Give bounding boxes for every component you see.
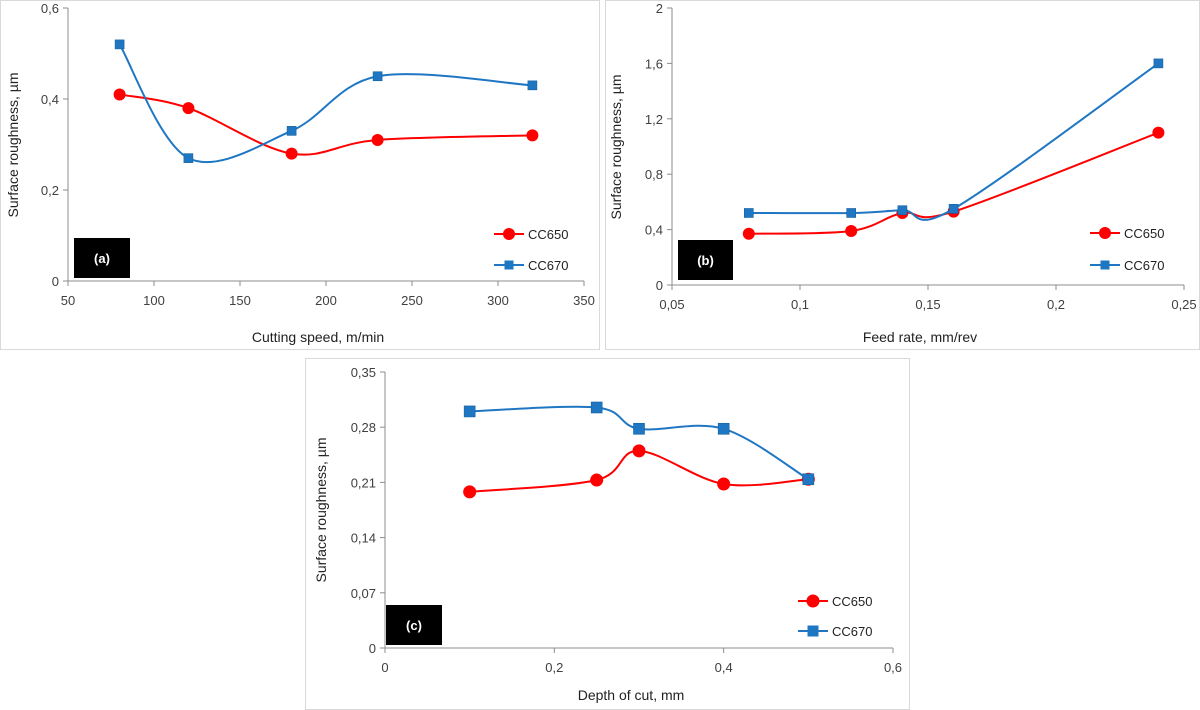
data-point-cc670 [114, 39, 125, 50]
legend-label-cc650: CC650 [1124, 226, 1164, 241]
y-tick-label: 2 [656, 1, 663, 16]
x-tick-label: 0,2 [545, 660, 563, 675]
legend-marker-cc670 [504, 260, 514, 270]
data-point-cc650 [1152, 126, 1165, 139]
x-tick-label: 0,25 [1171, 297, 1196, 312]
panel-tag-label: (c) [406, 618, 422, 633]
y-tick-label: 0,21 [351, 475, 376, 490]
y-tick-label: 0,6 [41, 1, 59, 16]
data-point-cc670 [633, 422, 645, 435]
data-point-cc670 [948, 204, 959, 214]
data-point-cc650 [371, 133, 384, 146]
series-line-cc670 [748, 62, 1159, 221]
x-tick-label: 350 [573, 293, 595, 308]
y-tick-label: 0,28 [351, 420, 376, 435]
data-point-cc670 [802, 473, 815, 486]
data-point-cc670 [1153, 58, 1164, 69]
data-point-cc670 [463, 405, 476, 418]
y-tick-label: 0,14 [351, 531, 376, 546]
y-axis-label: Surface roughness, µm [313, 437, 329, 582]
series-line-cc650 [748, 131, 1159, 235]
data-point-cc650 [632, 444, 646, 458]
y-tick-label: 0,4 [645, 223, 663, 238]
data-point-cc670 [846, 208, 857, 218]
data-point-cc650 [285, 147, 298, 160]
data-point-cc650 [113, 88, 126, 101]
chart-panel-a: 0 0,2 0,4 0,6 50 100 150 200 250 300 350 Cutting sp… [0, 0, 600, 350]
x-tick-label: 150 [229, 293, 251, 308]
panel-tag-box [74, 238, 130, 278]
y-tick-label: 0,4 [41, 92, 59, 107]
y-tick-label: 1,6 [645, 56, 663, 71]
data-point-cc650 [463, 485, 477, 499]
y-tick-label: 1,2 [645, 112, 663, 127]
x-tick-label: 50 [61, 293, 75, 308]
x-tick-label: 100 [143, 293, 165, 308]
x-axis-label: Depth of cut, mm [578, 687, 685, 703]
panel-tag-box [386, 605, 442, 645]
y-tick-label: 0,8 [645, 167, 663, 182]
y-axis-label: Surface roughness, µm [608, 74, 624, 219]
data-point-cc670 [590, 401, 603, 414]
series-line-cc650 [119, 93, 533, 156]
legend-label-cc670: CC670 [528, 258, 568, 273]
panel-tag-label: (b) [697, 253, 714, 268]
data-point-cc650 [526, 129, 539, 142]
legend-label-cc650: CC650 [528, 227, 568, 242]
chart-border [305, 358, 910, 710]
x-tick-label: 0,4 [715, 660, 733, 675]
series-line-cc670 [118, 43, 533, 164]
x-tick-label: 0,1 [791, 297, 809, 312]
data-point-cc650 [717, 477, 731, 491]
data-point-cc650 [845, 224, 858, 237]
chart-panel-c: 0 0,07 0,14 0,21 0,28 0,35 0 0,2 0,4 0,6 Depth of … [305, 358, 910, 710]
series-line-cc670 [469, 405, 809, 481]
x-tick-label: 0 [381, 660, 388, 675]
chart-border [0, 0, 600, 350]
legend-label-cc670: CC670 [832, 624, 872, 639]
data-point-cc650 [742, 227, 755, 240]
panel-tag-box [678, 240, 733, 280]
y-tick-label: 0,35 [351, 365, 376, 380]
y-axis-label: Surface roughness, µm [5, 72, 21, 217]
panel-tag-label: (a) [94, 251, 110, 266]
x-tick-label: 250 [401, 293, 423, 308]
x-tick-label: 0,2 [1047, 297, 1065, 312]
x-tick-label: 200 [315, 293, 337, 308]
legend-marker-cc670 [1100, 260, 1110, 270]
y-tick-label: 0,07 [351, 586, 376, 601]
data-point-cc650 [590, 473, 604, 487]
legend-marker-cc650 [806, 594, 820, 608]
y-tick-label: 0 [369, 641, 376, 656]
y-tick-label: 0 [52, 274, 59, 289]
data-point-cc650 [182, 102, 195, 115]
data-point-cc670 [286, 126, 297, 136]
y-tick-label: 0,2 [41, 183, 59, 198]
x-tick-label: 0,6 [884, 660, 902, 675]
legend-marker-cc650 [1099, 227, 1111, 239]
data-point-cc670 [527, 80, 538, 91]
data-point-cc670 [743, 208, 754, 218]
data-point-cc670 [372, 71, 383, 82]
x-axis-label: Cutting speed, m/min [252, 329, 384, 345]
x-tick-label: 300 [487, 293, 509, 308]
data-point-cc670 [717, 422, 730, 435]
chart-panel-b: 0 0,4 0,8 1,2 1,6 2 0,05 0,1 0,15 0,2 0,25 Feed rat… [605, 0, 1200, 350]
data-point-cc670 [183, 153, 194, 163]
legend-label-cc670: CC670 [1124, 258, 1164, 273]
legend-marker-cc650 [503, 228, 515, 240]
x-axis-label: Feed rate, mm/rev [863, 329, 977, 345]
legend-marker-cc670 [807, 625, 819, 637]
chart-border [605, 0, 1200, 350]
data-point-cc670 [897, 205, 908, 216]
x-tick-label: 0,05 [659, 297, 684, 312]
legend-label-cc650: CC650 [832, 594, 872, 609]
x-tick-label: 0,15 [915, 297, 940, 312]
y-tick-label: 0 [656, 278, 663, 293]
